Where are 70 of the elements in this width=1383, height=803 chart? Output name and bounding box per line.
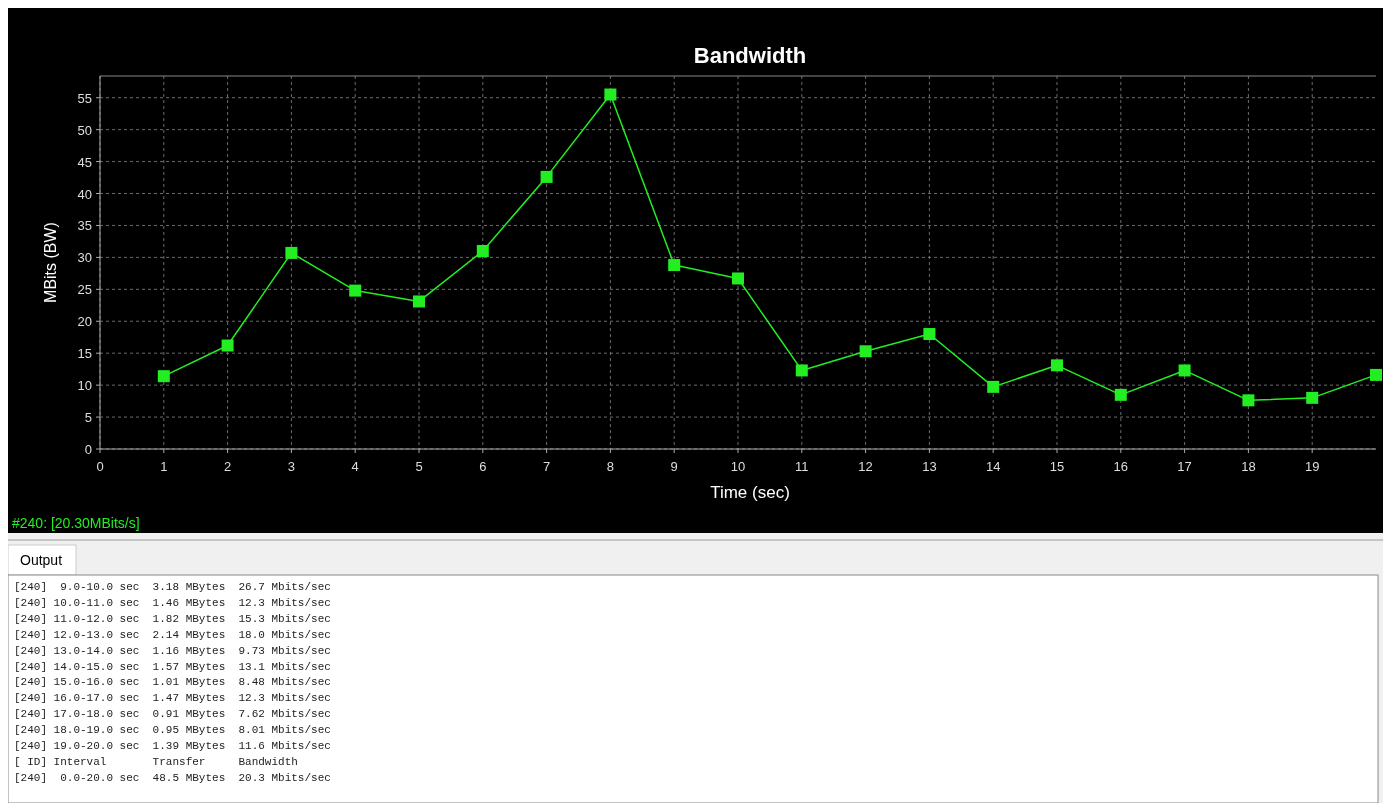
- text: [240] 0.0-20.0 sec 48.5 MBytes 20.3 Mbits/sec: [14, 771, 331, 784]
- x-tick-label: 13: [922, 459, 937, 474]
- x-tick-label: 17: [1177, 459, 1192, 474]
- point: [1370, 368, 1382, 381]
- text: [240] 13.0-14.0 sec 1.16 MBytes 9.73 Mbits/sec: [14, 644, 331, 657]
- y-tick-label: 20: [77, 314, 92, 330]
- x-tick-label: 19: [1304, 459, 1320, 474]
- x-tick-label: 14: [985, 459, 1001, 474]
- point: [1178, 364, 1191, 377]
- point: [987, 380, 1000, 393]
- x-tick-label: 1: [160, 459, 168, 474]
- x-tick-label: 18: [1241, 459, 1256, 474]
- text: #240: [20.30MBits/s]: [12, 515, 140, 531]
- text: [ ID] Interval Transfer Bandwidth: [14, 755, 298, 768]
- point: [285, 246, 298, 259]
- x-tick-label: 3: [287, 459, 296, 474]
- x-tick-label: 4: [351, 459, 359, 474]
- y-tick-label: 25: [77, 282, 92, 298]
- x-tick-label: 10: [730, 459, 746, 474]
- y-tick-label: 55: [77, 90, 92, 106]
- x-tick-label: 15: [1049, 459, 1065, 474]
- point: [1242, 394, 1255, 407]
- y-tick-label: 15: [77, 346, 92, 362]
- point: [1051, 359, 1063, 372]
- text: [240] 19.0-20.0 sec 1.39 MBytes 11.6 Mbits/sec: [14, 740, 331, 752]
- point: [732, 272, 744, 285]
- point: [795, 364, 808, 377]
- point: [540, 170, 553, 183]
- y-tick-label: 40: [77, 186, 92, 202]
- x-tick-label: 5: [415, 459, 423, 474]
- text: Output: [20, 552, 63, 568]
- point: [1114, 388, 1127, 401]
- point: [476, 245, 489, 257]
- text: [240] 15.0-16.0 sec 1.01 MBytes 8.48 Mbits/sec: [14, 676, 331, 689]
- y-tick-label: 0: [84, 442, 92, 457]
- x-tick-label: 16: [1113, 459, 1129, 474]
- x-axis-title: Time (sec): [710, 483, 790, 502]
- point: [604, 88, 617, 101]
- point: [859, 345, 872, 358]
- x-tick-label: 0: [96, 459, 104, 474]
- x-tick-label: 7: [542, 459, 551, 474]
- y-tick-label: 5: [84, 410, 92, 426]
- y-axis-title: MBits (BW): [42, 222, 59, 303]
- y-tick-label: 35: [77, 218, 92, 234]
- y-tick-label: 50: [77, 122, 92, 138]
- text: [240] 11.0-12.0 sec 1.82 MBytes 15.3 Mbits/sec: [14, 612, 331, 625]
- x-tick-label: 9: [670, 459, 678, 474]
- text: [240] 17.0-18.0 sec 0.91 MBytes 7.62 Mbits/sec: [14, 708, 331, 721]
- text: [240] 10.0-11.0 sec 1.46 MBytes 12.3 Mbits/sec: [14, 596, 331, 609]
- x-tick-label: 6: [479, 459, 487, 474]
- point: [349, 284, 362, 297]
- text: [240] 12.0-13.0 sec 2.14 MBytes 18.0 Mbits/sec: [14, 628, 331, 641]
- x-tick-label: 12: [858, 459, 873, 474]
- x-tick-label: 11: [795, 459, 809, 474]
- text: [240] 14.0-15.0 sec 1.57 MBytes 13.1 Mbits/sec: [14, 660, 331, 673]
- text: [240] 9.0-10.0 sec 3.18 MBytes 26.7 Mbits/sec: [14, 581, 331, 593]
- chart-title: Bandwidth: [693, 43, 807, 68]
- y-tick-label: 45: [77, 154, 92, 170]
- point: [157, 370, 170, 383]
- point: [221, 339, 234, 352]
- point: [1306, 391, 1319, 404]
- text: [240] 18.0-19.0 sec 0.95 MBytes 8.01 Mbits/sec: [14, 724, 331, 737]
- point: [923, 328, 936, 341]
- point: [668, 259, 681, 272]
- y-tick-label: 30: [77, 250, 92, 266]
- y-tick-label: 10: [77, 378, 92, 394]
- x-tick-label: 8: [606, 459, 615, 474]
- text: [240] 16.0-17.0 sec 1.47 MBytes 12.3 Mbits/sec: [14, 692, 331, 705]
- x-tick-label: 2: [223, 459, 232, 474]
- point: [413, 295, 425, 308]
